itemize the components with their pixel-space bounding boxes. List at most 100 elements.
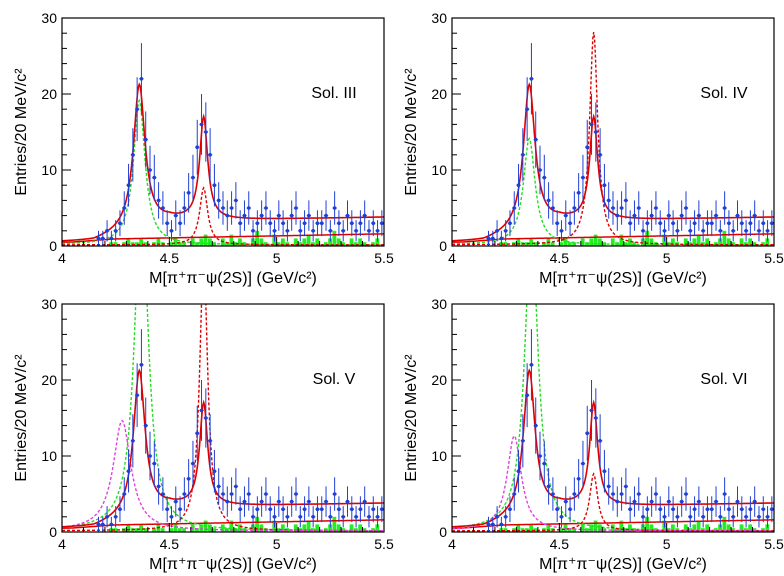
background-bin bbox=[748, 524, 753, 532]
data-point bbox=[251, 515, 255, 519]
background-bin bbox=[199, 238, 204, 246]
data-point bbox=[525, 107, 529, 111]
x-tick-label: 4.5 bbox=[550, 536, 570, 552]
background-bin bbox=[152, 528, 156, 532]
data-point bbox=[229, 492, 234, 496]
data-point bbox=[705, 507, 710, 512]
data-point bbox=[105, 515, 109, 519]
background-bin bbox=[306, 234, 311, 246]
data-point bbox=[697, 213, 701, 218]
data-point bbox=[508, 221, 512, 225]
background-bin bbox=[336, 238, 341, 246]
data-point bbox=[131, 153, 135, 157]
background-bin bbox=[567, 242, 572, 246]
y-axis-label: Entries/20 MeV/c² bbox=[403, 68, 420, 196]
background-bin bbox=[259, 238, 264, 246]
background-bin bbox=[126, 238, 131, 246]
data-point bbox=[307, 213, 311, 218]
x-tick-label: 5 bbox=[663, 536, 671, 552]
data-point bbox=[268, 507, 273, 512]
data-point bbox=[354, 229, 358, 233]
y-axis-ticks bbox=[452, 303, 461, 533]
resonance-1-component-curve bbox=[452, 136, 774, 246]
plot-area bbox=[62, 43, 384, 246]
resonance-3-component-curve bbox=[62, 419, 384, 532]
background-bin bbox=[503, 242, 508, 246]
chart-panel-3: 4 4.5 5 5.5 0 10 20 30 M[π⁺π⁻ψ(2S)] (GeV/c²) Entr… bbox=[13, 296, 394, 573]
data-point bbox=[658, 507, 663, 512]
data-point bbox=[311, 229, 315, 233]
x-tick-label: 4 bbox=[58, 536, 66, 552]
data-point bbox=[563, 499, 568, 504]
background-bin bbox=[559, 528, 564, 532]
data-point bbox=[152, 461, 157, 466]
data-point bbox=[242, 499, 247, 504]
background-bin bbox=[628, 524, 632, 532]
data-point bbox=[182, 492, 187, 496]
background-bin bbox=[533, 528, 538, 532]
background-bin bbox=[229, 234, 234, 246]
background-bin bbox=[182, 528, 187, 532]
data-point bbox=[148, 168, 152, 172]
background-bin bbox=[649, 238, 654, 246]
data-point bbox=[113, 515, 118, 519]
data-point bbox=[649, 213, 654, 218]
data-point bbox=[169, 515, 174, 519]
data-point bbox=[311, 515, 315, 519]
plot-frame bbox=[61, 303, 385, 533]
data-point bbox=[770, 221, 774, 225]
data-point bbox=[212, 469, 217, 474]
resonance-2-component-curve bbox=[62, 186, 384, 246]
data-point bbox=[221, 206, 225, 210]
background-bin bbox=[242, 528, 247, 532]
background-bin bbox=[597, 524, 602, 532]
background-bin bbox=[765, 238, 770, 246]
background-bin bbox=[705, 524, 710, 532]
data-point bbox=[744, 515, 748, 519]
data-point bbox=[490, 522, 495, 527]
background-bin bbox=[610, 238, 615, 246]
background-bin bbox=[559, 242, 564, 246]
y-axis-ticks bbox=[62, 303, 71, 533]
plot-area bbox=[452, 31, 774, 246]
data-point bbox=[358, 221, 363, 225]
data-point bbox=[238, 221, 242, 225]
data-point bbox=[529, 77, 534, 81]
data-point bbox=[619, 492, 624, 496]
data-point bbox=[632, 213, 637, 218]
data-point bbox=[598, 439, 602, 443]
background-bin bbox=[255, 230, 259, 246]
data-point bbox=[589, 408, 594, 413]
data-point bbox=[161, 206, 165, 210]
data-point bbox=[495, 515, 499, 519]
data-point bbox=[208, 153, 212, 157]
data-point bbox=[122, 492, 127, 496]
data-point bbox=[512, 206, 517, 210]
background-bin bbox=[726, 524, 731, 532]
x-tick-label: 4.5 bbox=[550, 250, 570, 266]
data-point bbox=[581, 175, 585, 180]
data-point bbox=[692, 507, 697, 512]
background-bin bbox=[349, 238, 354, 246]
y-tick-label: 30 bbox=[431, 296, 447, 312]
background-bin bbox=[739, 238, 744, 246]
data-point bbox=[675, 229, 680, 233]
background-bin bbox=[302, 524, 307, 532]
data-point bbox=[105, 229, 109, 233]
data-point bbox=[499, 522, 504, 527]
data-point bbox=[216, 198, 221, 203]
background-bin bbox=[649, 524, 654, 532]
background-bin bbox=[349, 524, 354, 532]
y-tick-label: 30 bbox=[41, 296, 57, 312]
data-point bbox=[632, 499, 637, 504]
background-bin bbox=[358, 524, 363, 532]
data-point bbox=[709, 507, 714, 512]
data-point bbox=[277, 213, 281, 218]
data-point bbox=[341, 229, 346, 233]
data-point bbox=[229, 206, 234, 210]
data-point bbox=[126, 183, 131, 187]
data-point bbox=[354, 515, 358, 519]
data-point bbox=[598, 153, 602, 157]
data-point bbox=[761, 507, 766, 512]
data-point bbox=[546, 198, 551, 203]
